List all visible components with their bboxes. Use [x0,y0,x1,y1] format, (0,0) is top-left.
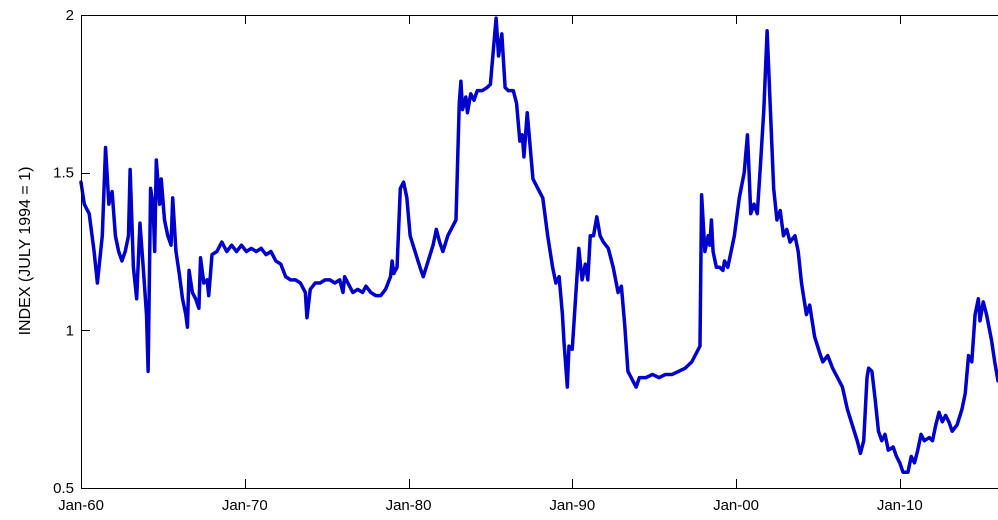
x-tick-labels: Jan-60 Jan-70 Jan-80 Jan-90 Jan-00 Jan-10 [58,497,923,514]
y-tick-labels: 0.5 1 1.5 2 [53,7,74,497]
series-line [79,16,998,474]
plot-area [81,15,998,488]
x-tick-label: Jan-60 [58,497,104,514]
x-tick-label: Jan-90 [549,497,595,514]
x-tick-label: Jan-80 [386,497,432,514]
x-tick-label: Jan-00 [713,497,759,514]
tick-marks [81,15,901,489]
y-tick-label: 1 [66,322,74,339]
series-layer [79,16,998,474]
y-tick-label: 1.5 [53,165,74,182]
x-tick-label: Jan-70 [222,497,268,514]
axes-box [81,15,998,489]
y-axis-label: INDEX (JULY 1994 = 1) [17,167,34,336]
y-tick-label: 0.5 [53,480,74,497]
x-tick-label: Jan-10 [877,497,923,514]
y-tick-label: 2 [66,7,74,24]
